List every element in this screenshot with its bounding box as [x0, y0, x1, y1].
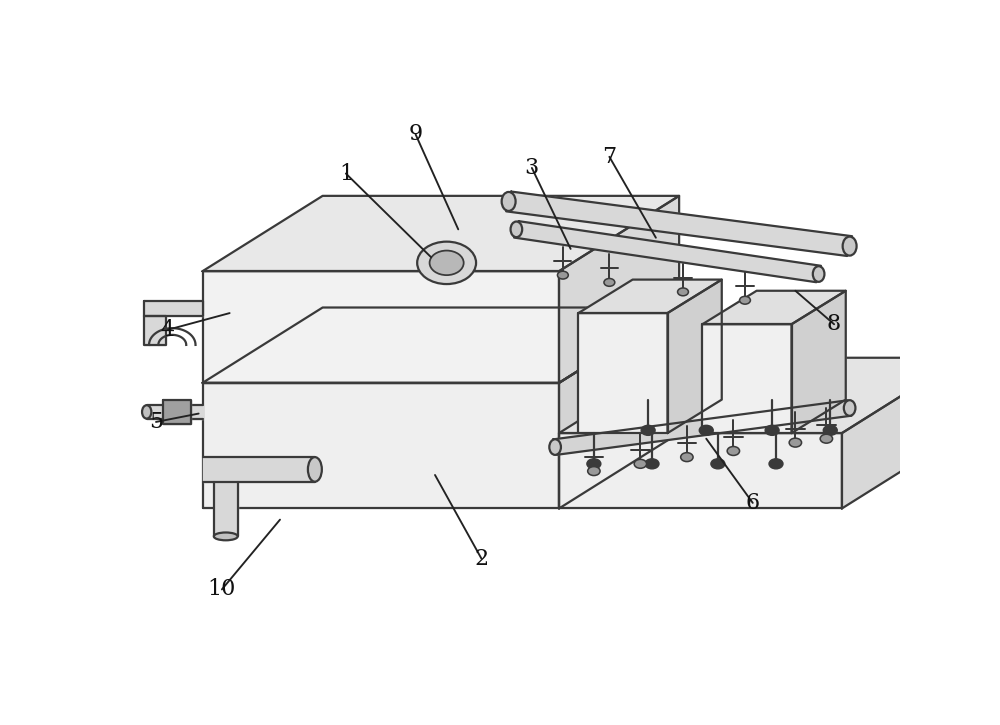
Ellipse shape [549, 439, 561, 455]
Text: 10: 10 [208, 579, 236, 600]
Text: 4: 4 [161, 319, 175, 341]
Polygon shape [202, 457, 315, 481]
Polygon shape [144, 301, 202, 316]
Circle shape [820, 434, 833, 443]
Polygon shape [202, 307, 679, 383]
Text: 3: 3 [525, 157, 539, 179]
Ellipse shape [813, 266, 824, 282]
Ellipse shape [214, 532, 238, 540]
Ellipse shape [502, 192, 516, 211]
Text: 2: 2 [474, 547, 489, 570]
Circle shape [765, 426, 779, 435]
Polygon shape [559, 307, 679, 508]
Circle shape [789, 438, 802, 447]
Circle shape [711, 459, 725, 469]
Text: 9: 9 [409, 123, 423, 146]
Polygon shape [506, 191, 852, 256]
Polygon shape [202, 271, 559, 383]
Polygon shape [792, 291, 846, 433]
Polygon shape [163, 399, 191, 424]
Polygon shape [668, 280, 722, 433]
Circle shape [678, 288, 688, 296]
Ellipse shape [844, 400, 855, 416]
Circle shape [557, 271, 568, 279]
Ellipse shape [142, 405, 151, 418]
Circle shape [823, 426, 837, 435]
Polygon shape [514, 221, 821, 282]
Polygon shape [842, 357, 962, 508]
Ellipse shape [308, 457, 322, 481]
Polygon shape [147, 405, 202, 418]
Ellipse shape [843, 236, 857, 256]
Circle shape [634, 460, 647, 468]
Polygon shape [553, 400, 852, 455]
Polygon shape [702, 291, 846, 324]
Circle shape [417, 241, 476, 284]
Circle shape [740, 297, 750, 304]
Polygon shape [559, 357, 962, 433]
Polygon shape [144, 316, 166, 345]
Circle shape [769, 459, 783, 469]
Circle shape [727, 447, 740, 455]
Polygon shape [202, 383, 559, 508]
Circle shape [588, 467, 600, 476]
Polygon shape [702, 324, 792, 433]
Polygon shape [214, 481, 238, 536]
Polygon shape [559, 433, 842, 508]
Circle shape [430, 251, 464, 275]
Polygon shape [202, 196, 679, 271]
Text: 8: 8 [827, 313, 841, 335]
Circle shape [587, 459, 601, 469]
Circle shape [604, 278, 615, 286]
Circle shape [641, 426, 655, 435]
Circle shape [699, 426, 713, 435]
Polygon shape [578, 280, 722, 313]
Text: 7: 7 [602, 146, 616, 167]
Polygon shape [578, 313, 668, 433]
Circle shape [645, 459, 659, 469]
Text: 5: 5 [149, 411, 163, 433]
Text: 1: 1 [339, 162, 353, 185]
Circle shape [681, 452, 693, 462]
Ellipse shape [511, 222, 522, 237]
Text: 6: 6 [746, 492, 760, 514]
Polygon shape [559, 196, 679, 383]
